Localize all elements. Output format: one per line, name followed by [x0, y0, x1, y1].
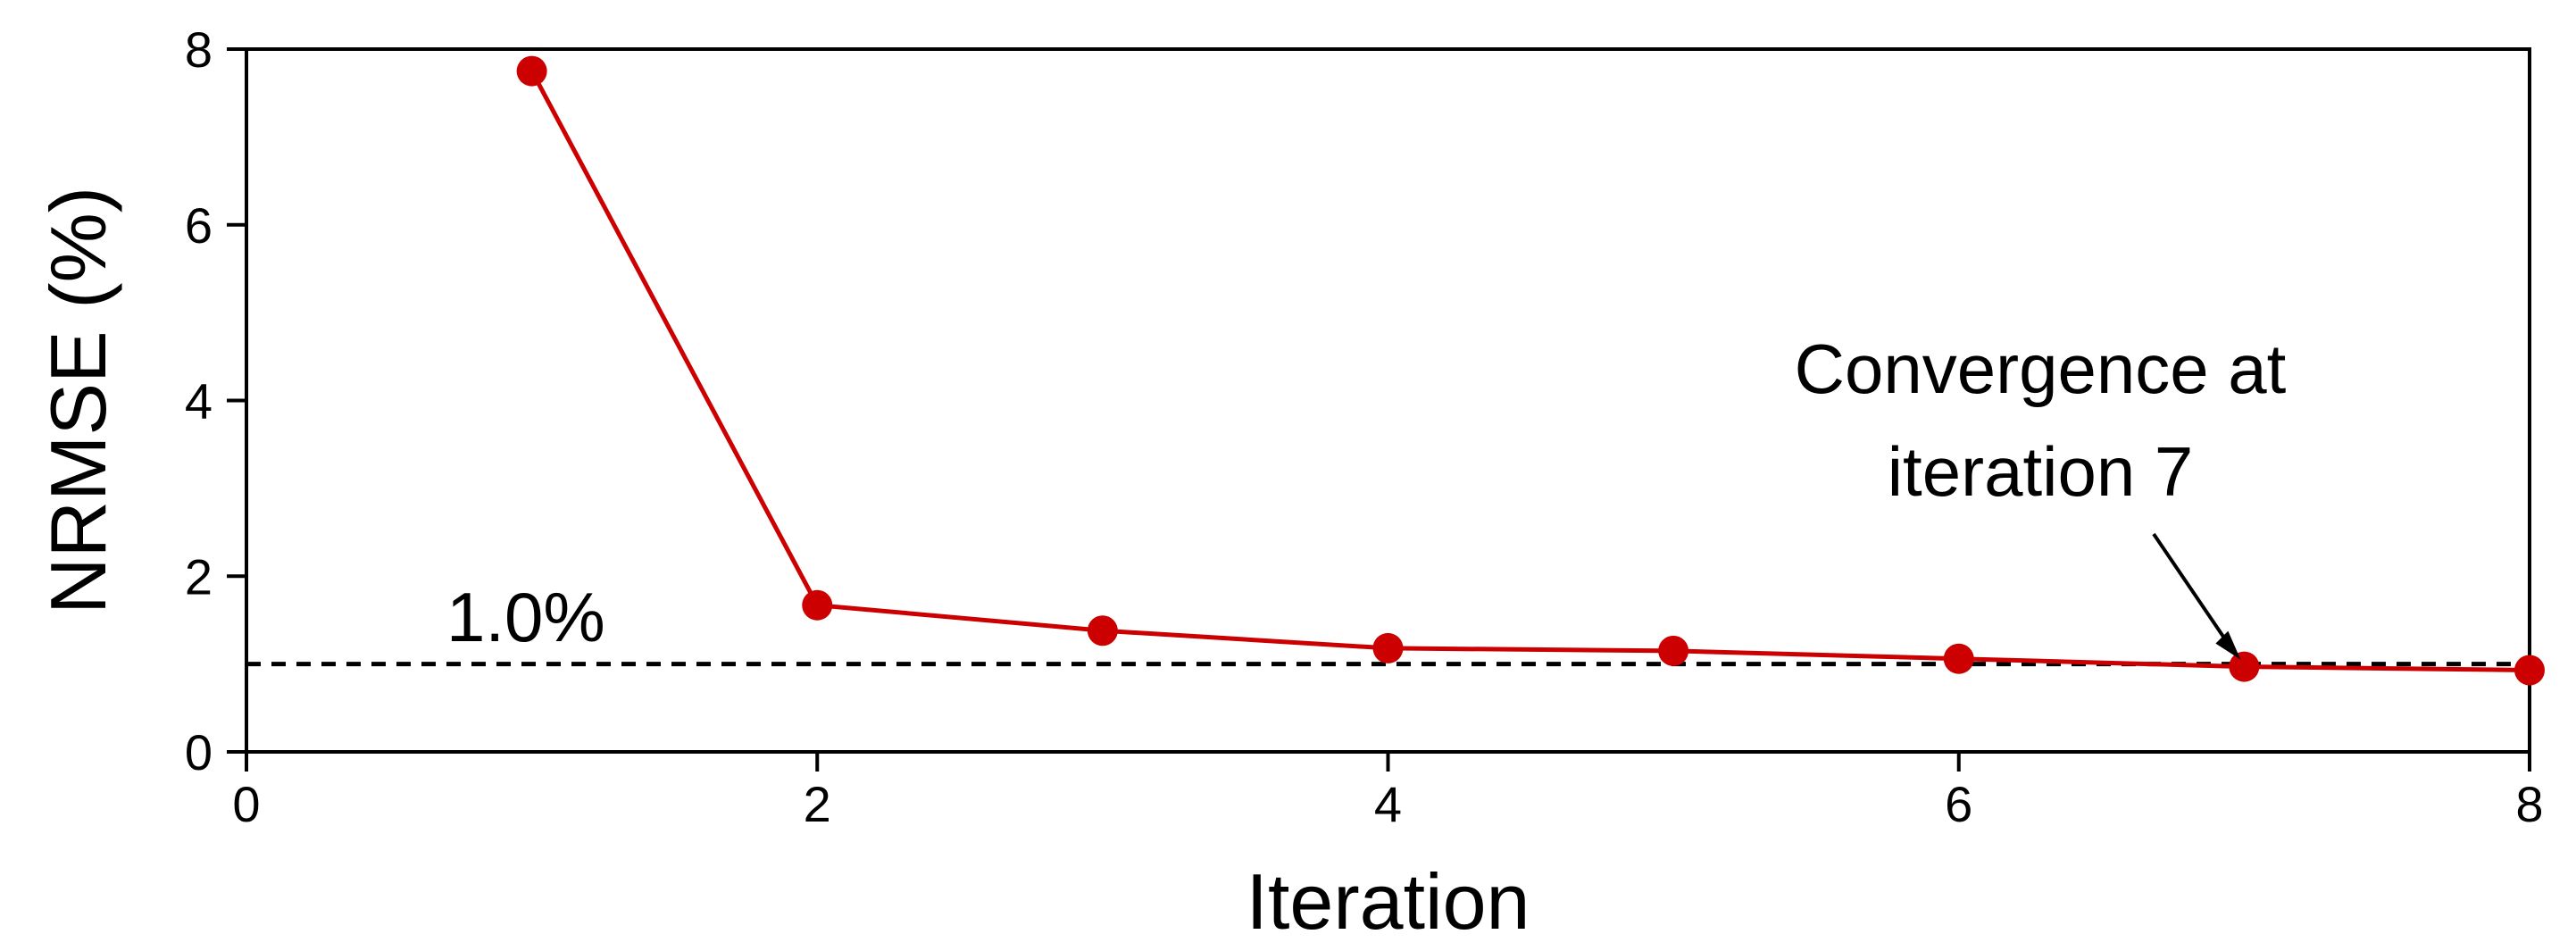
data-point	[1943, 643, 1974, 674]
x-tick-label: 8	[2515, 776, 2543, 832]
x-axis-title: Iteration	[1246, 857, 1530, 946]
data-point	[516, 55, 547, 87]
data-point	[2229, 651, 2260, 682]
x-tick-label: 0	[232, 776, 260, 832]
series-group	[516, 55, 2545, 686]
y-tick-label: 2	[185, 548, 213, 605]
y-tick-label: 6	[185, 197, 213, 254]
x-tick-label: 6	[1945, 776, 1972, 832]
data-point	[1087, 615, 1118, 647]
annotation-arrowhead	[2215, 630, 2241, 660]
y-tick-label: 0	[185, 724, 213, 780]
data-point	[2514, 655, 2545, 686]
annotations: 1.0% Convergence at iteration 7	[446, 330, 2287, 660]
reference-line-label: 1.0%	[446, 578, 605, 656]
series-line	[529, 70, 2530, 673]
y-tick-label: 4	[185, 373, 213, 430]
x-tick-label: 2	[804, 776, 831, 832]
axes: 0 2 4 6 8 0 2 4 6 8	[185, 21, 2544, 832]
annotation-text-line-1: Convergence at	[1795, 330, 2287, 408]
annotation-arrow	[2152, 532, 2238, 655]
y-axis-title: NRMSE (%)	[34, 187, 122, 614]
x-tick-label: 4	[1374, 776, 1402, 832]
data-point	[802, 589, 833, 621]
data-point	[1658, 635, 1689, 666]
data-point	[1372, 632, 1404, 663]
annotation-text-line-2: iteration 7	[1888, 432, 2194, 511]
y-tick-label: 8	[185, 21, 213, 78]
